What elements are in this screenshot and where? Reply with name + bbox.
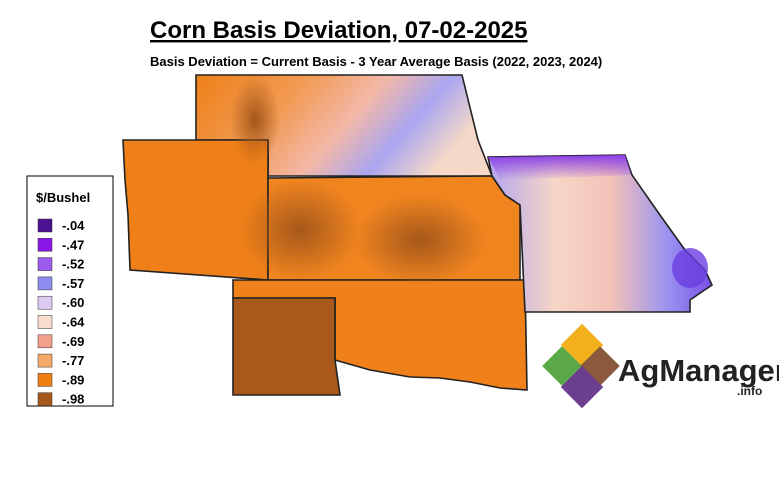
legend-swatch <box>37 295 53 310</box>
low-basis-area <box>230 75 280 165</box>
legend-swatch <box>37 238 53 252</box>
legend-label: -.52 <box>62 257 84 272</box>
legend-label: -.57 <box>62 276 84 291</box>
map-subtitle: Basis Deviation = Current Basis - 3 Year… <box>150 54 602 69</box>
legend-label: -.64 <box>62 315 85 330</box>
texas-panhandle <box>232 297 341 396</box>
legend-label: -.47 <box>62 237 84 252</box>
missouri-north <box>488 155 632 180</box>
logo-suffix: .info <box>737 384 762 398</box>
logo-name: AgManager <box>618 353 779 388</box>
legend-label: -.89 <box>62 372 84 387</box>
legend-swatch <box>37 334 53 349</box>
high-basis-area <box>672 248 708 288</box>
map-title: Corn Basis Deviation, 07-02-2025 <box>150 17 528 44</box>
legend-swatch <box>37 218 53 233</box>
logo: AgManager .info <box>542 323 779 409</box>
low-basis-area <box>240 180 360 280</box>
region-shapes <box>122 74 714 396</box>
legend-swatch <box>37 392 53 406</box>
legend-title: $/Bushel <box>36 190 90 205</box>
legend-swatch <box>37 276 53 291</box>
legend <box>26 175 114 407</box>
legend-label: -.69 <box>62 334 84 349</box>
legend-items: -.04 -.47 -.52 -.57 -.60 -.64 -.69 -.77 -.89 -.98 <box>37 218 85 407</box>
legend-label: -.04 <box>62 218 85 233</box>
legend-label: -.98 <box>62 392 84 407</box>
missouri <box>487 154 714 313</box>
legend-swatch <box>37 257 53 271</box>
low-basis-area <box>355 195 485 285</box>
legend-label: -.60 <box>62 295 84 310</box>
legend-swatch <box>37 315 53 329</box>
legend-swatch <box>37 373 53 387</box>
legend-label: -.77 <box>62 353 84 368</box>
legend-swatch <box>37 353 53 368</box>
